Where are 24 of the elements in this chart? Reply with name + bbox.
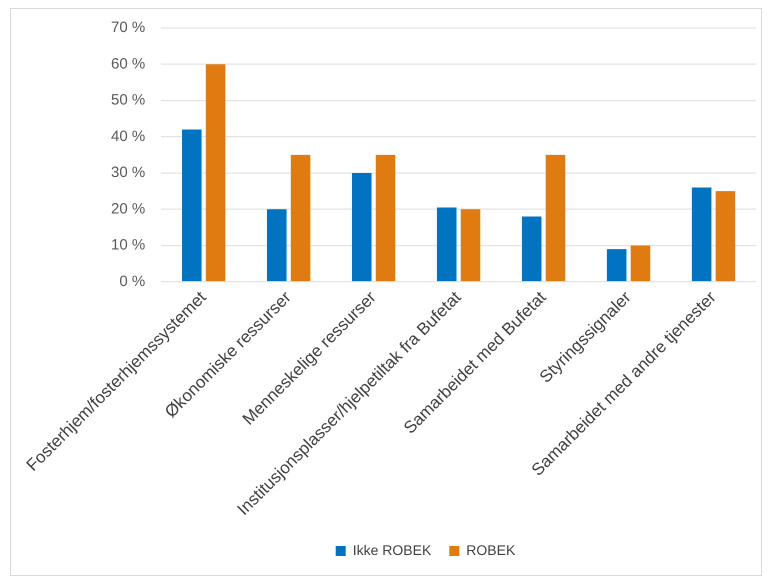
bar — [630, 246, 650, 282]
legend-label: ROBEK — [466, 542, 516, 558]
bar — [376, 154, 396, 282]
bar — [267, 209, 287, 282]
bar — [606, 249, 626, 282]
y-tick-label: 10 % — [110, 236, 146, 254]
bar — [692, 188, 712, 282]
y-tick-label: 20 % — [110, 200, 146, 218]
y-tick-label: 40 % — [110, 128, 146, 145]
bar — [460, 209, 480, 282]
y-tick-label: 30 % — [110, 164, 146, 182]
y-tick-label: 0 % — [119, 272, 146, 290]
bar — [182, 130, 202, 282]
legend-label: Ikke ROBEK — [352, 542, 432, 558]
bar — [522, 216, 542, 282]
y-tick-label: 50 % — [110, 92, 146, 109]
bar — [352, 173, 372, 282]
bar — [546, 154, 566, 282]
bar — [716, 191, 736, 282]
y-tick-label: 60 % — [110, 55, 146, 72]
bar — [436, 207, 456, 282]
y-tick-label: 70 % — [110, 19, 146, 36]
bar — [206, 64, 226, 282]
bar — [290, 154, 310, 282]
